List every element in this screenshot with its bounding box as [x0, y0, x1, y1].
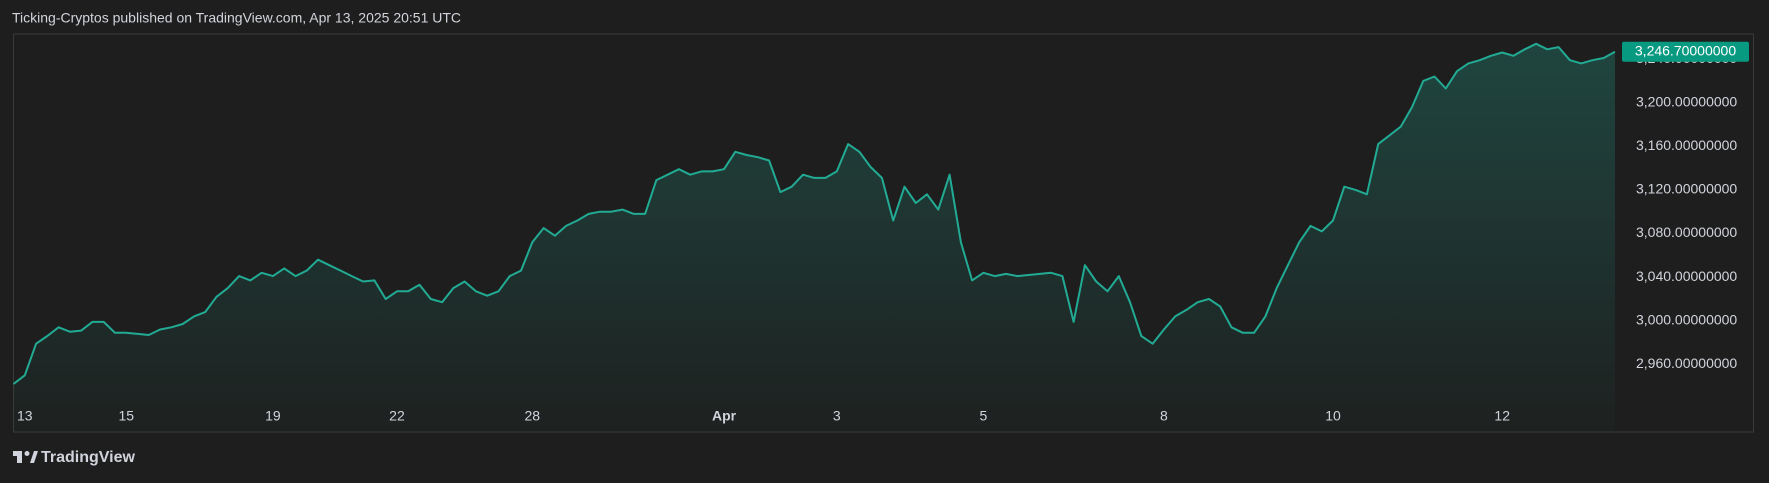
last-price-label: 3,246.70000000 [1635, 42, 1736, 58]
y-tick-label: 3,080.00000000 [1636, 224, 1737, 240]
price-line [12, 42, 1616, 385]
chart-title: Ticking-Cryptos published on TradingView… [12, 10, 461, 26]
x-tick-label: 28 [525, 408, 541, 424]
area-fill [13, 43, 1615, 433]
x-tick-label: 10 [1325, 408, 1341, 424]
x-tick-label: 13 [17, 408, 33, 424]
x-tick-label: 3 [833, 408, 841, 424]
y-tick-label: 3,160.00000000 [1636, 137, 1737, 153]
x-tick-label: 22 [389, 408, 405, 424]
last-price-badge [1622, 41, 1749, 62]
logo: TradingView [13, 449, 136, 466]
x-tick-label: 15 [118, 408, 134, 424]
y-tick-label: 3,200.00000000 [1636, 93, 1737, 109]
logo-dot [24, 451, 30, 456]
x-tick-label: 12 [1494, 408, 1510, 424]
plot: 2,960.00000000 3,000.00000000 3,040.000000… [12, 41, 1749, 433]
logo-slash [30, 451, 38, 463]
logo-stem [17, 451, 22, 463]
x-tick-label: 5 [980, 408, 988, 424]
y-tick-label: 3,040.00000000 [1636, 268, 1737, 284]
logo-text: TradingView [41, 449, 136, 466]
y-tick-label: 2,960.00000000 [1636, 355, 1737, 371]
y-tick-label: 3,000.00000000 [1636, 311, 1737, 327]
y-tick-label: 3,120.00000000 [1636, 181, 1737, 197]
x-tick-label: 19 [265, 408, 281, 424]
x-tick-label: Apr [712, 408, 737, 424]
x-tick-label: 8 [1160, 408, 1168, 424]
